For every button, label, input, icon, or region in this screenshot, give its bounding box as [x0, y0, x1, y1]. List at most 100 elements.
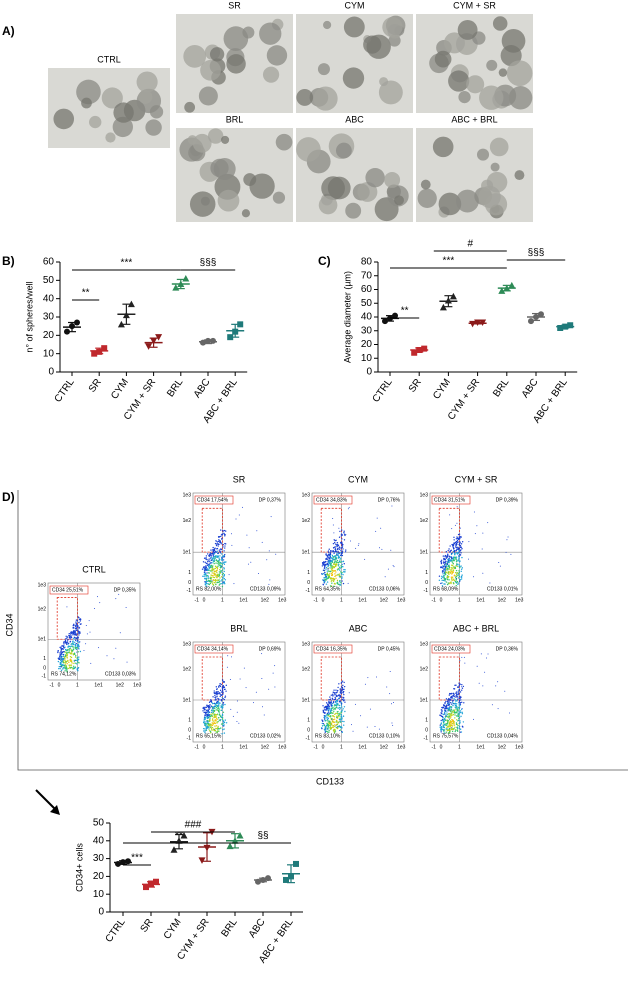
- sphere-image: [365, 168, 384, 187]
- event-dot: [216, 548, 217, 549]
- event-dot: [69, 666, 70, 667]
- event-dot: [451, 709, 452, 710]
- event-dot: [334, 705, 335, 706]
- event-dot: [334, 561, 335, 562]
- event-dot: [355, 548, 356, 549]
- event-dot: [223, 562, 224, 563]
- event-dot: [331, 580, 332, 581]
- event-dot: [224, 574, 225, 575]
- event-dot: [215, 696, 216, 697]
- event-dot: [218, 708, 219, 709]
- flow-y-tick: -1: [424, 588, 429, 594]
- event-dot: [456, 724, 457, 725]
- event-dot: [324, 568, 325, 569]
- event-dot: [339, 705, 340, 706]
- event-dot: [441, 711, 442, 712]
- event-dot: [332, 705, 333, 706]
- event-dot: [510, 554, 511, 555]
- event-dot: [342, 555, 343, 556]
- event-dot: [442, 577, 443, 578]
- event-dot: [216, 580, 217, 581]
- event-dot: [457, 549, 458, 550]
- event-dot: [215, 574, 216, 575]
- event-dot: [460, 710, 461, 711]
- event-dot: [203, 722, 204, 723]
- dp-label: DP 0,35%: [114, 587, 137, 593]
- flow-x-tick: 1e2: [261, 744, 270, 750]
- dp-label: DP 0,45%: [378, 646, 401, 652]
- event-dot: [350, 540, 351, 541]
- event-dot: [458, 682, 459, 683]
- event-dot: [222, 574, 223, 575]
- event-dot: [322, 705, 323, 706]
- event-dot: [334, 556, 335, 557]
- event-dot: [453, 558, 454, 559]
- event-dot: [446, 705, 447, 706]
- event-dot: [326, 577, 327, 578]
- event-dot: [446, 551, 447, 552]
- event-dot: [458, 711, 459, 712]
- flow-x-tick: 1: [340, 597, 343, 603]
- event-dot: [446, 727, 447, 728]
- event-dot: [75, 663, 76, 664]
- event-dot: [455, 708, 456, 709]
- event-dot: [334, 726, 335, 727]
- event-dot: [443, 722, 444, 723]
- event-dot: [226, 722, 227, 723]
- event-dot: [484, 672, 485, 673]
- event-dot: [64, 666, 65, 667]
- event-dot: [344, 534, 345, 535]
- event-dot: [360, 715, 361, 716]
- event-dot: [458, 570, 459, 571]
- event-dot: [204, 725, 205, 726]
- event-dot: [120, 632, 121, 633]
- event-dot: [329, 567, 330, 568]
- event-dot: [335, 566, 336, 567]
- event-dot: [217, 726, 218, 727]
- event-dot: [221, 717, 222, 718]
- event-dot: [455, 577, 456, 578]
- event-dot: [66, 663, 67, 664]
- event-dot: [460, 729, 461, 730]
- event-dot: [454, 550, 455, 551]
- event-dot: [326, 583, 327, 584]
- event-dot: [447, 726, 448, 727]
- event-dot: [343, 721, 344, 722]
- event-dot: [333, 524, 334, 525]
- event-dot: [75, 655, 76, 656]
- event-dot: [77, 646, 78, 647]
- event-dot: [339, 709, 340, 710]
- event-dot: [460, 712, 461, 713]
- micrograph-label: CYM: [345, 0, 365, 10]
- event-dot: [375, 531, 376, 532]
- event-dot: [329, 706, 330, 707]
- event-dot: [498, 562, 499, 563]
- event-dot: [269, 579, 270, 580]
- event-dot: [459, 698, 460, 699]
- event-dot: [461, 569, 462, 570]
- event-dot: [440, 723, 441, 724]
- event-dot: [227, 655, 228, 656]
- sphere-image: [328, 177, 351, 200]
- sphere-image: [318, 63, 330, 75]
- event-dot: [221, 538, 222, 539]
- event-dot: [204, 571, 205, 572]
- event-dot: [443, 571, 444, 572]
- event-dot: [330, 709, 331, 710]
- event-dot: [208, 725, 209, 726]
- event-dot: [322, 725, 323, 726]
- event-dot: [206, 729, 207, 730]
- x-tick-label: CTRL: [53, 377, 77, 405]
- event-dot: [69, 637, 70, 638]
- event-dot: [118, 594, 119, 595]
- flow-x-tick: 1e1: [239, 744, 248, 750]
- event-dot: [458, 577, 459, 578]
- event-dot: [459, 536, 460, 537]
- event-dot: [450, 693, 451, 694]
- event-dot: [380, 528, 381, 529]
- event-dot: [225, 543, 226, 544]
- event-dot: [442, 716, 443, 717]
- cd133-label: CD133 0,04%: [487, 733, 519, 739]
- event-dot: [488, 654, 489, 655]
- event-dot: [455, 525, 456, 526]
